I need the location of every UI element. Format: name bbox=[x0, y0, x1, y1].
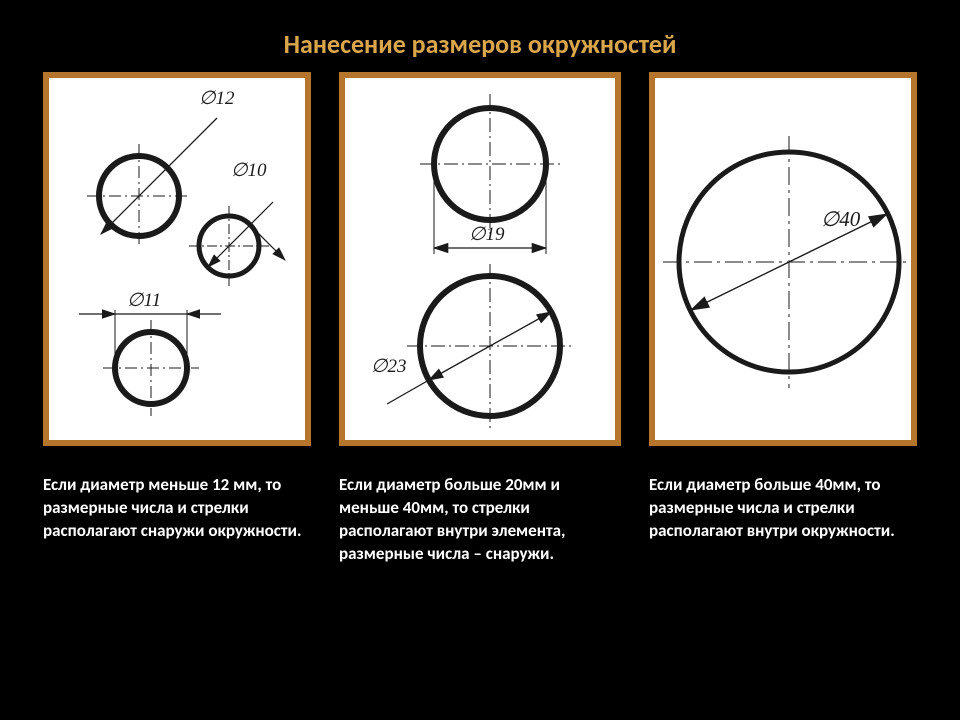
captions-row: Если диаметр меньше 12 мм, то размерные … bbox=[0, 446, 960, 566]
caption-large: Если диаметр больше 40мм, то размерные ч… bbox=[649, 474, 917, 566]
panel-small-diameter: ∅12 ∅10 ∅11 bbox=[43, 72, 311, 446]
label-d23: ∅23 bbox=[371, 356, 407, 377]
panel-large-diameter: ∅40 bbox=[649, 72, 917, 446]
panels-row: ∅12 ∅10 ∅11 bbox=[0, 72, 960, 446]
caption-medium: Если диаметр больше 20мм и меньше 40мм, … bbox=[339, 474, 621, 566]
panel-medium-diameter: ∅19 ∅23 bbox=[339, 72, 621, 446]
label-d19: ∅19 bbox=[469, 224, 505, 245]
label-d12: ∅12 bbox=[199, 88, 235, 109]
label-d40: ∅40 bbox=[821, 207, 861, 231]
page-title: Нанесение размеров окружностей bbox=[0, 0, 960, 72]
caption-small: Если диаметр меньше 12 мм, то размерные … bbox=[43, 474, 311, 566]
label-d11: ∅11 bbox=[127, 290, 161, 311]
label-d10: ∅10 bbox=[231, 160, 267, 181]
